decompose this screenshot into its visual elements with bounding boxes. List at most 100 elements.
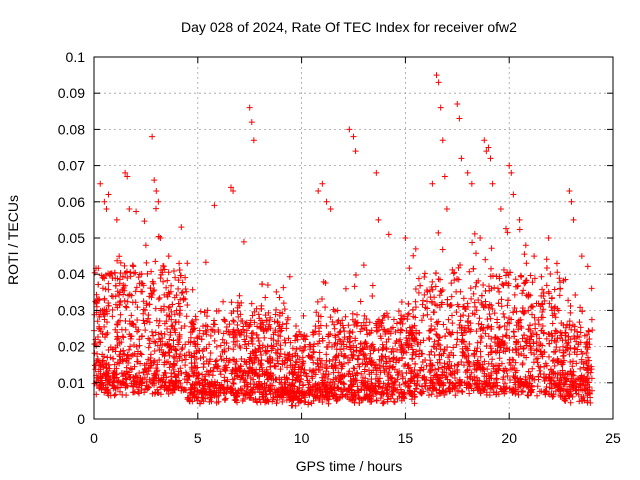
data-point xyxy=(169,322,176,329)
data-point xyxy=(331,381,338,388)
data-point xyxy=(366,319,373,326)
data-point xyxy=(243,333,250,340)
data-point xyxy=(489,272,496,279)
data-point xyxy=(219,336,226,343)
data-point xyxy=(178,224,185,231)
data-point xyxy=(146,319,153,326)
data-point xyxy=(261,334,268,341)
data-point xyxy=(541,349,548,356)
data-point xyxy=(515,384,522,391)
data-point xyxy=(119,391,126,398)
data-point xyxy=(510,328,517,335)
data-point xyxy=(572,292,579,299)
data-point xyxy=(263,391,270,398)
data-point xyxy=(119,379,126,386)
data-point xyxy=(257,324,264,331)
data-point xyxy=(524,392,531,399)
data-point xyxy=(309,329,316,336)
data-point xyxy=(542,360,549,367)
data-point xyxy=(533,346,540,353)
data-point xyxy=(538,273,545,280)
data-point xyxy=(196,381,203,388)
data-point xyxy=(182,362,189,369)
data-point xyxy=(345,322,352,329)
data-point xyxy=(371,362,378,369)
data-point xyxy=(312,323,319,330)
data-point xyxy=(155,296,162,303)
data-point xyxy=(380,326,387,333)
data-point xyxy=(517,343,524,350)
data-point xyxy=(293,346,300,353)
data-point xyxy=(569,321,576,328)
data-point xyxy=(439,364,446,371)
data-point xyxy=(233,332,240,339)
data-point xyxy=(512,276,519,283)
data-point xyxy=(521,280,528,287)
data-point xyxy=(435,337,442,344)
data-point xyxy=(318,374,325,381)
data-point xyxy=(237,366,244,373)
data-point xyxy=(188,386,195,393)
data-point xyxy=(514,282,521,289)
data-point xyxy=(498,360,505,367)
data-point xyxy=(505,280,512,287)
data-point xyxy=(130,321,137,328)
data-point xyxy=(316,338,323,345)
data-point xyxy=(101,198,108,205)
data-point xyxy=(368,376,375,383)
data-point xyxy=(183,313,190,320)
data-point xyxy=(199,394,206,401)
data-point xyxy=(563,340,570,347)
data-point xyxy=(348,382,355,389)
data-point xyxy=(359,360,366,367)
data-point xyxy=(199,371,206,378)
data-point xyxy=(161,266,168,273)
data-point xyxy=(200,330,207,337)
data-point xyxy=(397,336,404,343)
data-point xyxy=(477,390,484,397)
data-point xyxy=(432,270,439,277)
data-point xyxy=(491,284,498,291)
data-point xyxy=(255,335,262,342)
data-point xyxy=(392,359,399,366)
data-point xyxy=(321,379,328,386)
data-point xyxy=(557,379,564,386)
data-point xyxy=(431,325,438,332)
data-point xyxy=(202,373,209,380)
data-point xyxy=(557,371,564,378)
data-point xyxy=(554,269,561,276)
data-point xyxy=(440,382,447,389)
data-point xyxy=(180,295,187,302)
data-point xyxy=(261,328,268,335)
data-point xyxy=(281,306,288,313)
data-point xyxy=(465,352,472,359)
data-point xyxy=(234,327,241,334)
data-point xyxy=(215,398,222,405)
data-point xyxy=(220,298,227,305)
data-point xyxy=(105,389,112,396)
data-point xyxy=(546,300,553,307)
data-point xyxy=(141,218,148,225)
data-point xyxy=(555,307,562,314)
data-point xyxy=(526,380,533,387)
data-point xyxy=(372,320,379,327)
data-point xyxy=(145,383,152,390)
data-point xyxy=(460,339,467,346)
data-point xyxy=(445,316,452,323)
data-point xyxy=(247,375,254,382)
data-point xyxy=(176,333,183,340)
data-point xyxy=(391,366,398,373)
data-point xyxy=(370,393,377,400)
data-point xyxy=(148,268,155,275)
data-point xyxy=(178,370,185,377)
data-point xyxy=(289,376,296,383)
data-point xyxy=(124,275,131,282)
data-point xyxy=(157,305,164,312)
data-point xyxy=(570,216,577,223)
data-point xyxy=(434,393,441,400)
data-point xyxy=(289,386,296,393)
data-point xyxy=(168,373,175,380)
data-point xyxy=(251,308,258,315)
data-point xyxy=(192,379,199,386)
data-point xyxy=(287,357,294,364)
